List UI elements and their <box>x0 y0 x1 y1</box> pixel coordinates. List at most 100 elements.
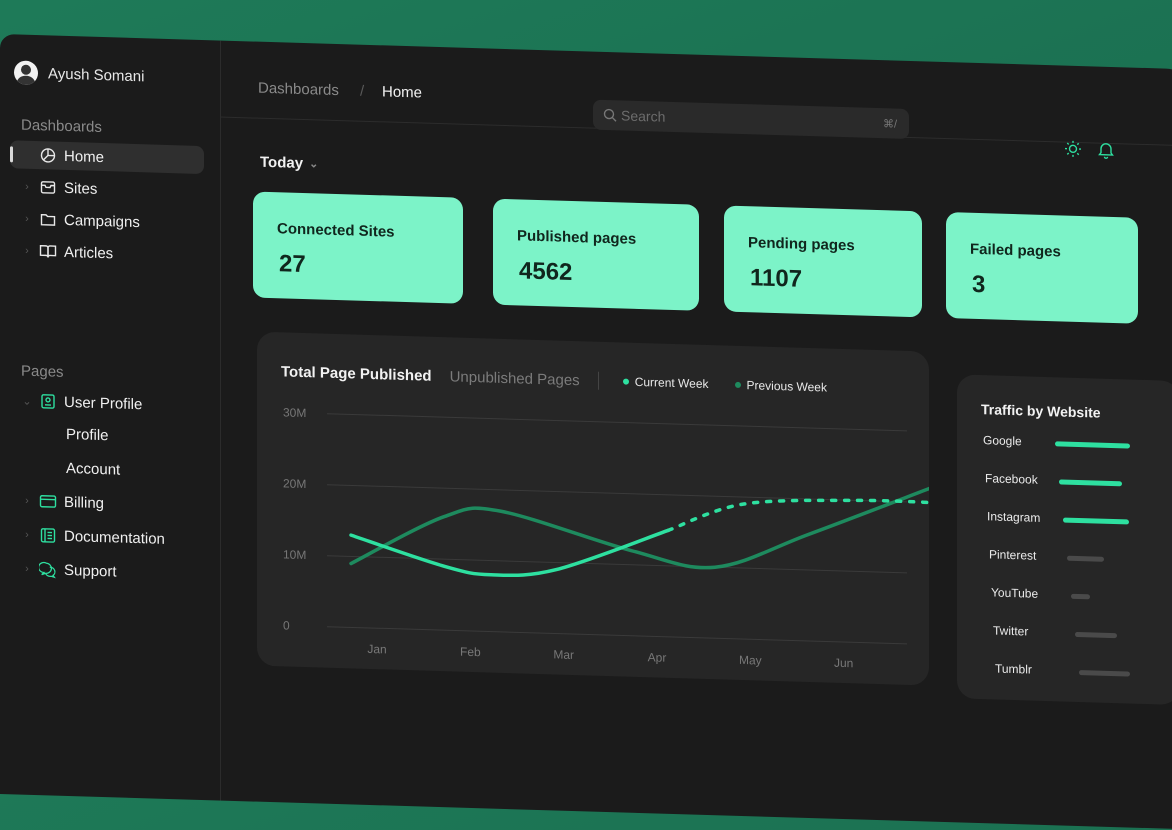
y-tick-label: 30M <box>283 405 306 420</box>
chevron-right-icon: › <box>25 180 29 193</box>
search-shortcut: ⌘/ <box>882 117 897 131</box>
traffic-site-name: Google <box>983 433 1022 449</box>
inbox-icon <box>39 178 57 197</box>
sidebar-item-billing[interactable]: › Billing <box>10 486 204 520</box>
sidebar-item-sites[interactable]: › Sites <box>10 172 204 206</box>
series-line-previous-week <box>349 486 929 570</box>
chevron-right-icon: › <box>25 528 29 541</box>
sidebar-item-articles[interactable]: › Articles <box>10 236 204 270</box>
traffic-row[interactable]: Pinterest <box>983 547 1153 572</box>
stat-value: 1107 <box>750 264 803 293</box>
chevron-down-icon: ⌄ <box>22 395 32 408</box>
stat-label: Connected Sites <box>277 220 395 241</box>
traffic-row[interactable]: YouTube <box>983 585 1153 610</box>
chevron-right-icon: › <box>25 244 29 257</box>
dashboard-window: Ayush Somani Dashboards Home › Sites › C… <box>0 34 1172 830</box>
traffic-bar <box>1071 593 1090 600</box>
traffic-site-name: Instagram <box>987 509 1041 525</box>
sidebar-item-documentation[interactable]: › Documentation <box>10 520 204 554</box>
x-tick-label: Jan <box>367 642 386 657</box>
traffic-row[interactable]: Tumblr <box>983 661 1153 686</box>
line-chart: 010M20M30MJanFebMarAprMayJunJul <box>283 405 929 671</box>
breadcrumb-parent[interactable]: Dashboards <box>258 79 339 100</box>
traffic-site-name: Tumblr <box>995 661 1032 677</box>
x-tick-label: May <box>739 653 762 668</box>
traffic-bar <box>1055 441 1130 449</box>
x-tick-label: Jun <box>834 656 853 671</box>
sidebar-subitem-account[interactable]: Account <box>66 459 121 479</box>
sidebar-item-label: Support <box>64 561 117 580</box>
traffic-row[interactable]: Facebook <box>983 471 1153 496</box>
grid-line <box>327 626 907 645</box>
traffic-site-name: Facebook <box>985 471 1038 487</box>
sidebar-item-label: Sites <box>64 179 98 198</box>
traffic-title: Traffic by Website <box>981 401 1101 421</box>
sidebar-item-label: Home <box>64 147 105 166</box>
folder-icon <box>39 210 57 229</box>
sidebar-item-label: Billing <box>64 493 105 512</box>
stat-card-connected-sites[interactable]: Connected Sites 27 <box>253 191 463 304</box>
y-tick-label: 0 <box>283 618 290 632</box>
traffic-row[interactable]: Instagram <box>983 509 1153 534</box>
date-filter-label: Today <box>260 153 304 172</box>
id-badge-icon <box>39 392 57 411</box>
traffic-bar <box>1067 555 1104 562</box>
traffic-bar <box>1059 479 1122 487</box>
sidebar-item-label: User Profile <box>64 393 143 413</box>
stat-value: 3 <box>972 270 986 299</box>
user-name: Ayush Somani <box>48 64 145 85</box>
chevron-right-icon: › <box>25 494 29 507</box>
traffic-site-name: YouTube <box>991 585 1039 601</box>
y-tick-label: 20M <box>283 476 306 491</box>
pages-chart-card: Total Page Published Unpublished Pages C… <box>257 331 929 686</box>
sidebar: Ayush Somani Dashboards Home › Sites › C… <box>0 34 221 801</box>
sidebar-item-support[interactable]: › Support <box>10 554 204 588</box>
sidebar-item-label: Documentation <box>64 527 165 548</box>
traffic-row[interactable]: Twitter <box>983 623 1153 648</box>
traffic-site-name: Twitter <box>993 623 1029 639</box>
breadcrumb-current: Home <box>382 83 423 102</box>
traffic-site-name: Pinterest <box>989 547 1037 563</box>
x-tick-label: Feb <box>460 645 481 660</box>
date-filter-dropdown[interactable]: Today ⌄ <box>260 154 318 173</box>
sun-icon[interactable] <box>1064 140 1082 164</box>
sidebar-subitem-profile[interactable]: Profile <box>66 425 109 445</box>
bell-icon[interactable] <box>1098 141 1114 164</box>
traffic-bar <box>1075 631 1117 639</box>
x-tick-label: Mar <box>553 647 574 662</box>
traffic-by-website-card: Traffic by Website Google Facebook Instagr… <box>957 374 1172 705</box>
avatar <box>14 60 38 86</box>
user-profile[interactable]: Ayush Somani <box>14 60 144 88</box>
stat-label: Published pages <box>517 227 637 248</box>
stat-value: 4562 <box>519 257 573 286</box>
grid-line <box>327 413 907 432</box>
search-input[interactable]: Search ⌘/ <box>593 99 909 139</box>
dashboards-section-title: Dashboards <box>21 116 102 137</box>
active-indicator <box>10 146 13 163</box>
traffic-row[interactable]: Google <box>983 433 1153 458</box>
sidebar-item-label: Articles <box>64 243 114 262</box>
wallet-icon <box>39 492 57 511</box>
pages-section-title: Pages <box>21 362 64 381</box>
traffic-bar <box>1079 670 1130 677</box>
sidebar-item-campaigns[interactable]: › Campaigns <box>10 204 204 238</box>
traffic-list: Google Facebook Instagram Pinterest YouTube T… <box>957 374 1172 677</box>
chevron-right-icon: › <box>25 562 29 575</box>
stat-label: Failed pages <box>970 240 1061 261</box>
topbar: Dashboards / Home Search ⌘/ <box>220 40 1172 159</box>
y-tick-label: 10M <box>283 547 306 562</box>
stat-label: Pending pages <box>748 234 855 255</box>
book-open-icon <box>39 242 57 261</box>
traffic-bar <box>1063 517 1129 525</box>
search-placeholder: Search <box>621 107 666 125</box>
series-line-current-week <box>349 528 671 578</box>
stat-card-pending-pages[interactable]: Pending pages 1107 <box>724 205 922 318</box>
stat-card-published-pages[interactable]: Published pages 4562 <box>493 198 699 311</box>
breadcrumb-separator: / <box>360 82 365 100</box>
x-tick-label: Apr <box>648 650 667 665</box>
sidebar-item-home[interactable]: Home <box>10 140 204 175</box>
stat-card-failed-pages[interactable]: Failed pages 3 <box>946 212 1138 324</box>
stat-value: 27 <box>279 250 306 279</box>
sidebar-item-label: Campaigns <box>64 211 140 231</box>
sidebar-item-user-profile[interactable]: ⌄ User Profile <box>10 386 204 420</box>
